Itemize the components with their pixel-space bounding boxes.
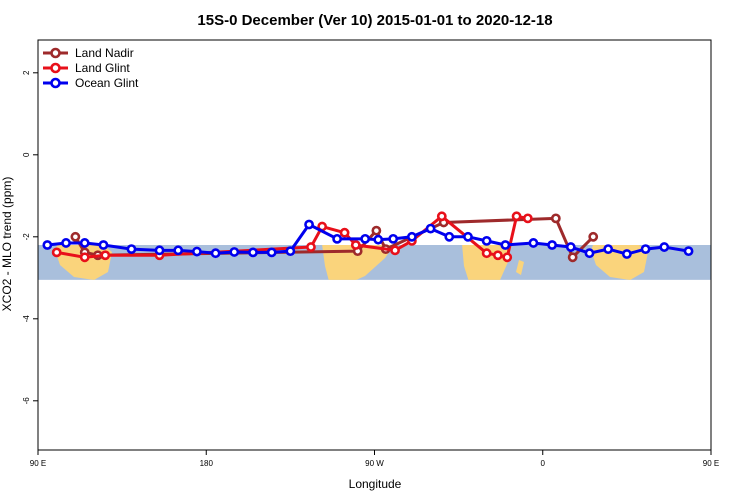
data-point (390, 245, 400, 256)
series-layer (42, 211, 694, 263)
y-tick-label: -2 (22, 233, 31, 241)
legend-swatch-marker (50, 47, 61, 59)
data-point (436, 211, 447, 222)
legend-swatch-marker (50, 62, 61, 74)
x-axis-label: Longitude (349, 477, 402, 491)
data-point (511, 211, 522, 222)
legend-swatch-marker (50, 77, 61, 89)
data-point (100, 250, 111, 261)
x-tick-label: 180 (200, 459, 214, 468)
data-point (51, 247, 62, 258)
data-point (332, 233, 343, 244)
y-tick-label: -6 (22, 397, 31, 405)
x-tick-label: 90 W (365, 459, 384, 468)
data-point (522, 213, 533, 224)
data-point (266, 247, 277, 258)
data-point (304, 219, 314, 230)
data-point (285, 246, 296, 257)
data-point (567, 252, 578, 263)
data-point (584, 248, 595, 259)
data-point (463, 231, 473, 242)
data-point (621, 249, 632, 259)
land-south-america (322, 245, 395, 280)
data-point (659, 242, 670, 252)
data-point (425, 223, 436, 234)
data-point (350, 240, 361, 250)
data-point (173, 245, 184, 256)
data-point (492, 250, 503, 261)
data-point (248, 247, 258, 258)
data-point (683, 246, 694, 257)
legend-label: Ocean Glint (75, 76, 139, 90)
data-point (502, 252, 513, 263)
data-point (79, 252, 90, 263)
data-point (192, 246, 202, 257)
data-point (126, 244, 137, 254)
x-axis: 90 E 180 90 W 0 90 E (30, 450, 719, 468)
data-point (70, 231, 81, 242)
y-tick-label: -4 (22, 315, 31, 323)
data-point (550, 213, 561, 224)
data-point (528, 238, 539, 248)
data-point (360, 233, 371, 244)
legend-label: Land Glint (75, 61, 130, 75)
land-madagascar (516, 260, 524, 275)
y-tick-label: 2 (22, 70, 31, 75)
data-point (98, 240, 109, 250)
data-point (406, 231, 417, 242)
data-point (500, 240, 511, 250)
data-point (640, 244, 651, 254)
data-point (481, 248, 492, 259)
x-tick-label: 90 E (30, 459, 46, 468)
data-point (229, 247, 240, 257)
series-land-glint (51, 211, 533, 263)
data-point (373, 234, 384, 245)
series-ocean-glint (42, 219, 694, 259)
data-point (210, 248, 221, 259)
data-point (61, 238, 71, 248)
x-tick-label: 90 E (703, 459, 719, 468)
data-point (154, 245, 165, 256)
y-axis-label: XCO2 - MLO trend (ppm) (0, 177, 14, 312)
data-point (588, 231, 599, 242)
data-point (306, 242, 316, 252)
y-tick-label: 0 (22, 152, 31, 157)
data-point (444, 231, 455, 242)
y-axis: 2 0 -2 -4 -6 (22, 70, 38, 404)
legend-label: Land Nadir (75, 46, 134, 60)
data-point (481, 235, 492, 246)
data-point (371, 225, 382, 236)
x-tick-label: 0 (541, 459, 546, 468)
data-point (79, 238, 90, 248)
data-point (42, 240, 53, 250)
data-point (547, 240, 557, 250)
chart-title: 15S-0 December (Ver 10) 2015-01-01 to 20… (197, 12, 552, 29)
data-point (565, 242, 576, 252)
data-point (339, 227, 350, 238)
data-point (388, 233, 399, 244)
data-point (603, 244, 614, 254)
